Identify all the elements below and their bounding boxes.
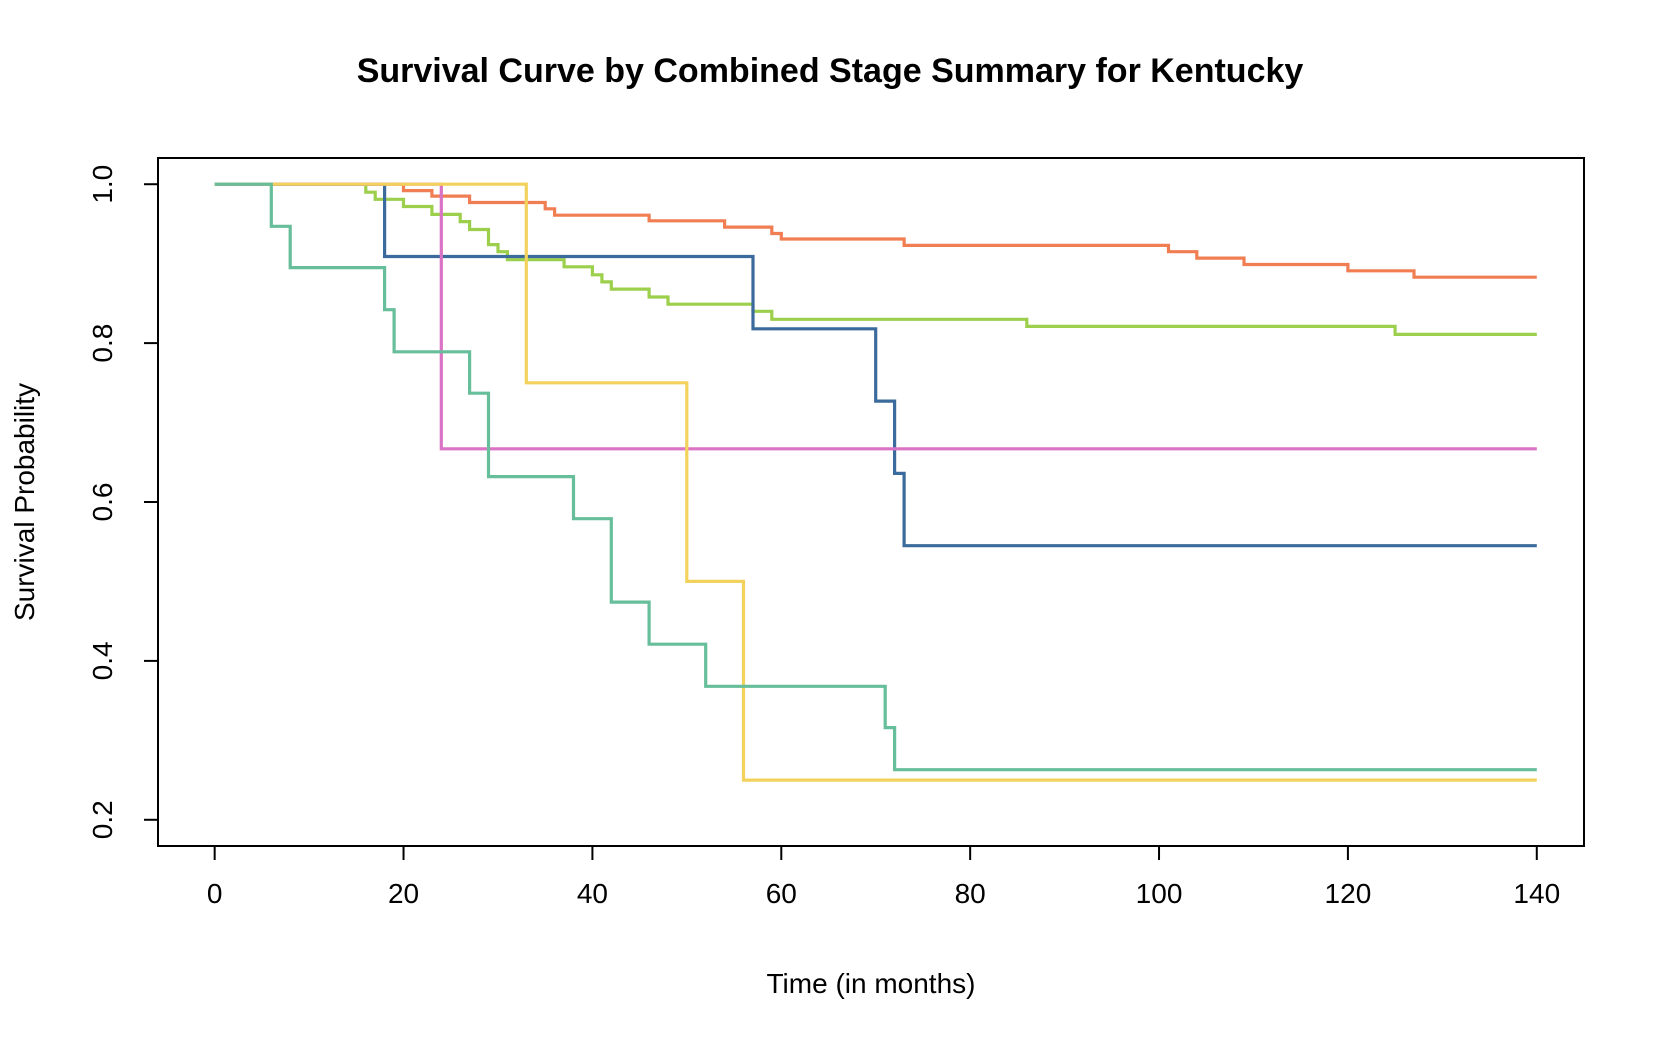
x-tick-label: 140 <box>1513 878 1560 909</box>
survival-curve-4 <box>214 182 1537 451</box>
plot-frame <box>157 157 1585 847</box>
x-tick-label: 100 <box>1136 878 1183 909</box>
y-axis: 0.2 0.4 0.6 0.8 1.0 <box>87 165 159 839</box>
x-axis-label: Time (in months) <box>766 968 975 999</box>
y-tick-label: 0.8 <box>87 324 118 363</box>
y-axis-label: Survival Probability <box>9 383 40 621</box>
x-tick-label: 60 <box>766 878 797 909</box>
series-layer <box>214 182 1537 782</box>
y-tick-label: 1.0 <box>87 165 118 204</box>
survival-curve-6 <box>214 182 1537 772</box>
y-tick-label: 0.2 <box>87 800 118 839</box>
chart-title: Survival Curve by Combined Stage Summary… <box>357 52 1304 90</box>
y-tick-label: 0.4 <box>87 641 118 680</box>
y-tick-label: 0.6 <box>87 483 118 522</box>
x-axis: 0 20 40 60 80 100 120 140 <box>207 845 1560 909</box>
x-tick-label: 20 <box>388 878 419 909</box>
survival-curve-1 <box>214 182 1537 279</box>
survival-curve-2 <box>214 182 1537 336</box>
survival-curve-5 <box>214 182 1537 782</box>
x-tick-label: 120 <box>1325 878 1372 909</box>
x-tick-label: 40 <box>577 878 608 909</box>
survival-curve-3 <box>214 182 1537 548</box>
x-tick-label: 80 <box>955 878 986 909</box>
x-tick-label: 0 <box>207 878 223 909</box>
